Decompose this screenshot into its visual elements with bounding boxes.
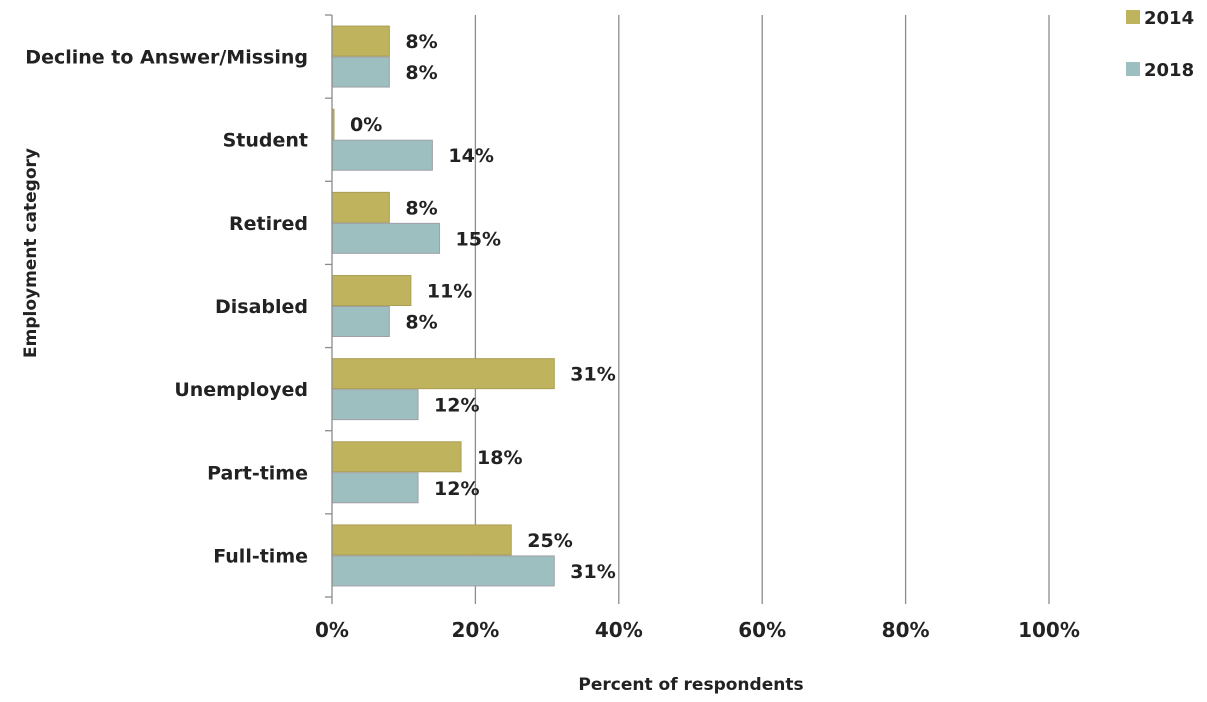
data-label: 8%: [405, 312, 437, 334]
y-axis-title: Employment category: [21, 148, 41, 358]
axes: 0% 20% 40% 60% 80% 100%: [315, 14, 1080, 642]
data-label: 8%: [405, 62, 437, 84]
bar-2018: [331, 222, 441, 254]
legend-label: 2018: [1144, 60, 1194, 81]
data-label: 8%: [405, 31, 437, 53]
x-tick-label: 60%: [738, 618, 786, 642]
data-label: 12%: [434, 395, 479, 417]
bar-2014: [331, 275, 412, 306]
bar-2018: [331, 472, 419, 504]
data-label: 31%: [570, 364, 615, 386]
data-label: 8%: [405, 197, 437, 219]
category-label: Disabled: [215, 296, 308, 318]
bar-2014: [331, 191, 390, 223]
bar-2014: [331, 524, 512, 556]
x-axis-title: Percent of respondents: [578, 675, 803, 695]
bar-2014: [331, 441, 462, 473]
bar-2014: [331, 25, 390, 57]
category-label: Part-time: [207, 462, 308, 484]
legend-swatch: [1126, 62, 1140, 76]
category-label: Retired: [229, 213, 308, 235]
category-label: Student: [223, 130, 308, 152]
bar-2018: [331, 389, 419, 421]
x-tick-label: 40%: [595, 618, 643, 642]
bar-2014: [331, 358, 555, 390]
legend-swatch: [1126, 10, 1140, 24]
x-tick-label: 20%: [451, 618, 499, 642]
x-tick-label: 100%: [1018, 618, 1080, 642]
data-label: 25%: [527, 530, 572, 552]
data-label: 18%: [477, 447, 522, 469]
x-tick-label: 80%: [882, 618, 930, 642]
data-label: 31%: [570, 561, 615, 583]
data-label: 14%: [448, 145, 493, 167]
bar-2018: [331, 555, 555, 587]
category-label: Decline to Answer/Missing: [25, 47, 308, 69]
category-label: Unemployed: [174, 379, 308, 401]
x-tick-label: 0%: [315, 618, 349, 642]
data-label: 11%: [427, 281, 472, 303]
legend: 2014 2018: [1126, 8, 1194, 81]
data-label: 12%: [434, 478, 479, 500]
legend-label: 2014: [1144, 8, 1194, 29]
data-label: 15%: [456, 228, 501, 250]
bar-2018: [331, 139, 433, 171]
bar-2018: [331, 56, 390, 88]
category-label: Full-time: [213, 545, 308, 567]
bars: [331, 25, 555, 587]
data-label: 0%: [350, 114, 382, 136]
gridlines: [474, 15, 1050, 597]
bar-2018: [331, 306, 390, 337]
labels: Decline to Answer/Missing 8% 8% Student 0% 14…: [25, 31, 615, 583]
